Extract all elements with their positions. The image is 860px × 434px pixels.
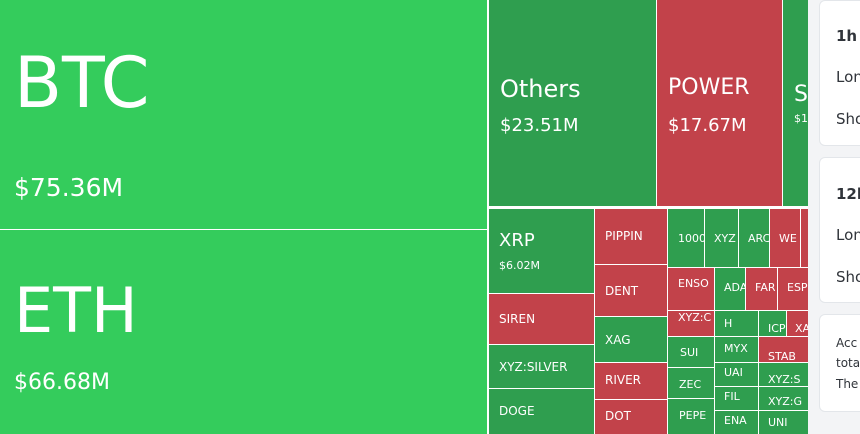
card-12h[interactable]: 12h Lon Sho <box>819 157 860 303</box>
tile-label: PEPE <box>679 409 707 422</box>
tile-eth[interactable]: ETH $66.68M <box>0 230 487 434</box>
card-12h-short-label: Sho <box>836 268 860 286</box>
liquidation-treemap: BTC $75.36M ETH $66.68M Others $23.51M POWER $1… <box>0 0 808 434</box>
tile-siren[interactable]: SIREN <box>489 294 594 344</box>
tile-label: ICP <box>768 322 786 335</box>
tile-label: SIREN <box>499 312 536 326</box>
tile-label: POWER <box>668 75 750 100</box>
tile-dent[interactable]: DENT <box>595 265 667 316</box>
tile-zec[interactable]: ZEC <box>668 368 714 398</box>
tile-esp[interactable]: ESP <box>778 268 808 310</box>
tile-h[interactable]: H <box>715 311 758 336</box>
tile-xyz-c[interactable]: XYZ:C <box>668 311 714 336</box>
tile-label: ETH <box>14 274 138 347</box>
tile-label: XYZ:S <box>768 373 801 386</box>
tile-label: XYZ:SILVER <box>499 360 568 374</box>
tile-s[interactable]: S $1 <box>783 0 808 206</box>
tile-dot[interactable]: DOT <box>595 400 667 434</box>
tile-label: XAG <box>605 333 631 347</box>
tile-label: RIVER <box>605 373 642 387</box>
tile-label: DOGE <box>499 404 535 418</box>
tile-river[interactable]: RIVER <box>595 363 667 399</box>
tile-label: XYZ:G <box>768 395 803 408</box>
tile-label: XA <box>795 322 808 335</box>
tile-btc[interactable]: BTC $75.36M <box>0 0 487 229</box>
side-panel: 1h Lon Sho 12h Lon Sho Acc tota The <box>808 0 860 434</box>
tile-value: $17.67M <box>668 115 747 136</box>
tile-label: WE <box>779 232 797 245</box>
card-1h-short-label: Sho <box>836 110 860 128</box>
tile-label: ZEC <box>679 378 702 391</box>
tile-1000[interactable]: 1000 <box>668 209 704 267</box>
tile-myx[interactable]: MYX <box>715 337 758 362</box>
tile-xyz-s[interactable]: XYZ:S <box>759 363 808 386</box>
tile-label: MYX <box>724 342 748 355</box>
tile-value: $75.36M <box>14 173 124 202</box>
tile-label: Others <box>500 75 581 103</box>
tile-xyz-g[interactable]: XYZ:G <box>759 387 808 410</box>
tile-label: STAB <box>768 350 796 362</box>
tile-others[interactable]: Others $23.51M <box>489 0 656 206</box>
tile-arc[interactable]: ARC <box>739 209 769 267</box>
tile-uni[interactable]: UNI <box>759 411 808 434</box>
tile-label: PIPPIN <box>605 229 643 243</box>
card-12h-long-label: Lon <box>836 226 860 244</box>
card-12h-title: 12h <box>836 185 860 203</box>
tile-enso[interactable]: ENSO <box>668 268 714 310</box>
tile-xa[interactable]: XA <box>787 311 808 336</box>
tile-label: ADA <box>724 281 745 294</box>
tile-we[interactable]: WE <box>770 209 800 267</box>
tile-value: $66.68M <box>14 370 110 395</box>
tile-label: XRP <box>499 230 535 251</box>
tile-uai[interactable]: UAI <box>715 363 758 386</box>
tile-label: ARC <box>748 232 769 245</box>
tile-power[interactable]: POWER $17.67M <box>657 0 782 206</box>
tile-label: H <box>724 317 733 330</box>
tile-blank[interactable] <box>801 209 808 267</box>
tile-sui[interactable]: SUI <box>668 337 714 367</box>
tile-pepe[interactable]: PEPE <box>668 399 714 434</box>
tile-value: $23.51M <box>500 115 579 136</box>
tile-far[interactable]: FAR <box>746 268 777 310</box>
tile-xyz-silver[interactable]: XYZ:SILVER <box>489 345 594 388</box>
tile-label: UNI <box>768 416 788 429</box>
tile-value: $1 <box>794 112 808 125</box>
tile-label: SUI <box>680 346 699 359</box>
tile-ada[interactable]: ADA <box>715 268 745 310</box>
tile-label: DENT <box>605 284 639 298</box>
tile-xag[interactable]: XAG <box>595 317 667 362</box>
card-1h-long-label: Lon <box>836 68 860 86</box>
tile-label: 1000 <box>678 232 704 245</box>
tile-pippin[interactable]: PIPPIN <box>595 209 667 264</box>
tile-label: ENA <box>724 414 747 427</box>
tile-label: FAR <box>755 281 776 294</box>
card-1h-title: 1h <box>836 27 858 45</box>
tile-label: DOT <box>605 409 632 423</box>
tile-fil[interactable]: FIL <box>715 387 758 410</box>
tile-label: BTC <box>14 42 150 124</box>
tile-icp[interactable]: ICP <box>759 311 786 336</box>
tile-label: FIL <box>724 390 740 403</box>
tile-stab[interactable]: STAB <box>759 337 808 362</box>
tile-ena[interactable]: ENA <box>715 411 758 434</box>
tile-label: UAI <box>724 366 743 379</box>
tile-label: XYZ <box>714 232 736 245</box>
card-1h[interactable]: 1h Lon Sho <box>819 0 860 146</box>
tile-value: $6.02M <box>499 259 540 272</box>
tile-label: ESP <box>787 281 808 294</box>
card-summary: Acc tota The <box>819 314 860 412</box>
tile-label: S <box>794 82 808 107</box>
card-summary-line-1: Acc <box>836 336 858 350</box>
tile-doge[interactable]: DOGE <box>489 389 594 434</box>
card-summary-line-3: The <box>836 377 859 391</box>
tile-xyz[interactable]: XYZ <box>705 209 738 267</box>
tile-label: XYZ:C <box>678 311 712 324</box>
tile-xrp[interactable]: XRP $6.02M <box>489 209 594 293</box>
card-summary-line-2: tota <box>836 356 860 370</box>
tile-label: ENSO <box>678 277 709 290</box>
